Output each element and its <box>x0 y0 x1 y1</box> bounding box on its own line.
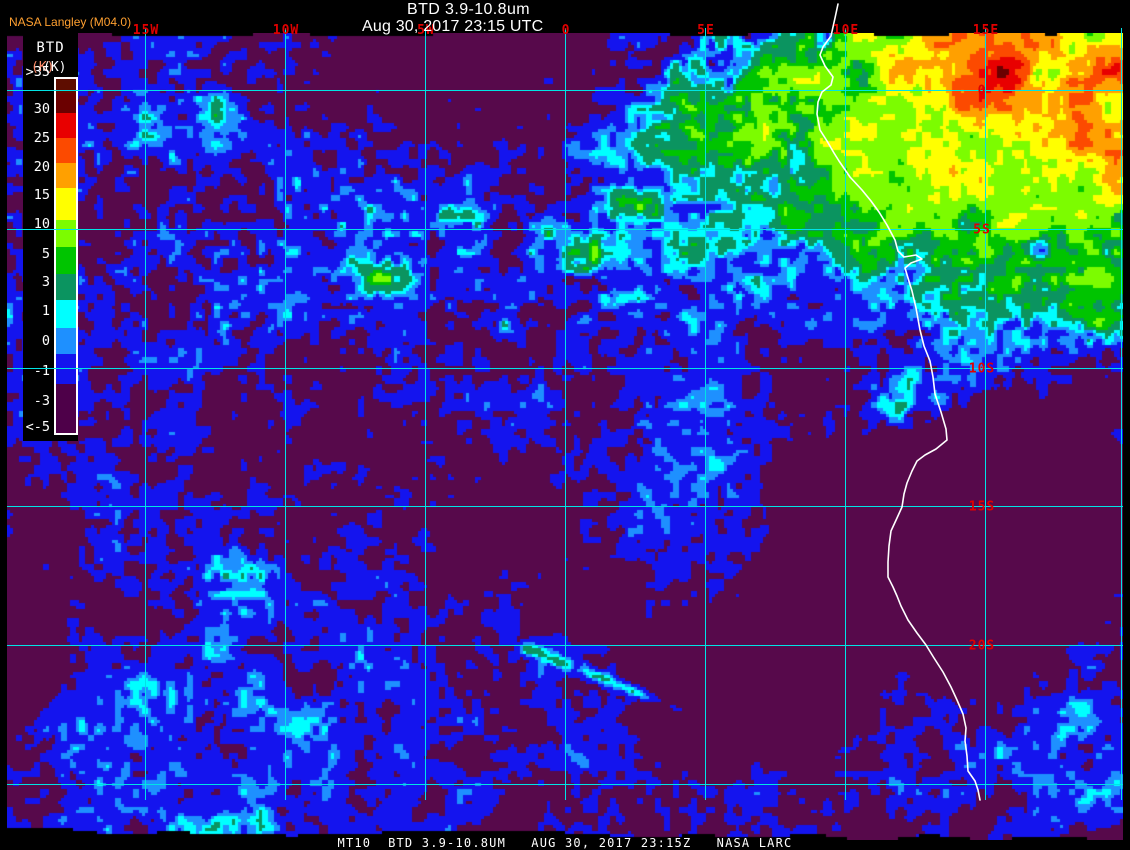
latitude-label: 10S <box>968 361 996 376</box>
colorbar-segment <box>56 138 76 163</box>
footer-annotation: MT10 BTD 3.9-10.8UM AUG 30, 2017 23:15Z … <box>337 836 793 850</box>
colorbar-segment <box>56 274 76 300</box>
longitude-label: 15W <box>132 23 160 38</box>
longitude-label: 10W <box>272 23 300 38</box>
legend-label: 20 <box>33 159 50 175</box>
longitude-gridline <box>845 28 846 800</box>
legend-label: <-5 <box>25 419 50 435</box>
datetime-title: Aug 30, 2017 23:15 UTC <box>362 18 544 35</box>
colorbar-segment <box>56 79 76 93</box>
legend-label: 15 <box>33 187 50 203</box>
colorbar <box>54 77 78 435</box>
colorbar-segment <box>56 354 76 384</box>
longitude-gridline <box>145 28 146 800</box>
longitude-gridline <box>1121 28 1122 800</box>
colorbar-segment <box>56 113 76 138</box>
longitude-gridline <box>565 28 566 800</box>
latitude-label: 15S <box>968 499 996 514</box>
colorbar-segment <box>56 163 76 188</box>
source-tag: NASA Langley (M04.0) <box>9 15 132 29</box>
legend-label: 5 <box>41 246 50 262</box>
longitude-label: 15E <box>972 23 1000 38</box>
colorbar-segment <box>56 328 76 354</box>
longitude-label: 0 <box>561 23 571 38</box>
legend-unit-ghost: (K) <box>31 60 55 75</box>
longitude-gridline <box>985 28 986 800</box>
legend-label: -3 <box>33 393 50 409</box>
colorbar-segment <box>56 384 76 433</box>
latitude-label: 20S <box>968 638 996 653</box>
longitude-label: 5E <box>697 23 715 38</box>
legend-label: >35 <box>25 64 50 80</box>
longitude-gridline <box>705 28 706 800</box>
latitude-label: 5S <box>973 222 991 237</box>
legend-label: 25 <box>33 130 50 146</box>
legend-label: 10 <box>33 216 50 232</box>
colorbar-segment <box>56 93 76 113</box>
colorbar-segment <box>56 220 76 247</box>
product-title: BTD 3.9-10.8um <box>407 1 530 18</box>
legend-label: 0 <box>41 333 50 349</box>
legend-label: 1 <box>41 303 50 319</box>
longitude-gridline <box>285 28 286 800</box>
latitude-label: 0 <box>977 83 987 98</box>
legend-label: 30 <box>33 101 50 117</box>
legend-label: -1 <box>33 363 50 379</box>
legend-title: BTD <box>36 40 65 56</box>
legend-unit: (K) <box>43 60 67 75</box>
colorbar-segment <box>56 188 76 220</box>
colorbar-segment <box>56 300 76 328</box>
colorbar-segment <box>56 247 76 274</box>
longitude-gridline <box>425 28 426 800</box>
longitude-label: 5W <box>417 23 435 38</box>
legend-label: 3 <box>41 274 50 290</box>
longitude-label: 10E <box>832 23 860 38</box>
